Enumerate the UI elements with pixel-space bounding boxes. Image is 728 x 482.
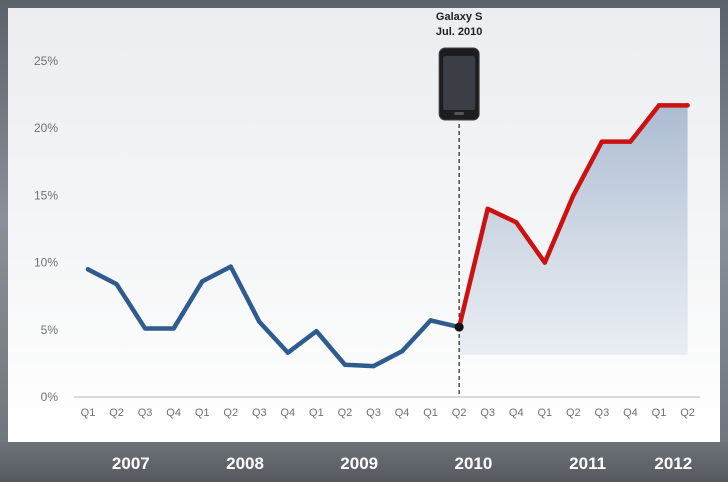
x-tick-label: Q4 — [166, 407, 181, 419]
data-point — [371, 363, 376, 369]
y-tick-label: 0% — [41, 390, 59, 404]
y-tick-label: 5% — [41, 323, 59, 337]
y-tick-label: 25% — [34, 54, 58, 68]
y-tick-label: 20% — [34, 121, 58, 135]
data-point — [628, 139, 633, 144]
data-point — [542, 260, 547, 265]
data-point — [485, 206, 490, 212]
year-bar — [0, 442, 728, 482]
x-tick-label: Q2 — [566, 407, 581, 419]
data-point — [314, 328, 319, 334]
data-point — [599, 139, 605, 144]
x-tick-label: Q2 — [223, 407, 238, 419]
x-tick-label: Q4 — [623, 407, 638, 419]
x-tick-label: Q2 — [109, 407, 124, 419]
x-tick-label: Q1 — [195, 407, 210, 419]
data-point — [656, 103, 662, 108]
x-tick-label: Q1 — [537, 407, 552, 419]
x-tick-label: Q3 — [252, 407, 267, 419]
phone-button — [454, 112, 465, 115]
series-line-before — [85, 264, 462, 369]
x-tick-label: Q1 — [81, 407, 96, 419]
x-tick-label: Q2 — [452, 407, 467, 419]
annotation-date: Jul. 2010 — [436, 26, 482, 38]
x-tick-label: Q4 — [281, 407, 296, 419]
data-point — [342, 362, 348, 367]
data-point — [200, 279, 205, 284]
year-label: 2011 — [569, 454, 606, 473]
year-label: 2008 — [226, 454, 264, 473]
year-label: 2009 — [340, 454, 378, 473]
year-label: 2012 — [654, 454, 692, 473]
x-tick-label: Q3 — [366, 407, 381, 419]
data-point — [428, 318, 433, 323]
data-point — [685, 103, 690, 108]
year-label: 2010 — [455, 454, 493, 473]
data-point — [228, 264, 233, 269]
x-tick-label: Q3 — [138, 407, 153, 419]
x-tick-label: Q3 — [595, 407, 610, 419]
annotation-label: Galaxy S — [436, 11, 482, 23]
x-tick-label: Q1 — [652, 407, 667, 419]
growth-area — [459, 105, 688, 356]
data-point — [114, 281, 119, 287]
data-point — [171, 326, 176, 331]
data-point — [257, 319, 262, 324]
year-label: 2007 — [112, 454, 150, 473]
x-tick-label: Q4 — [395, 407, 410, 419]
data-point — [285, 350, 291, 355]
x-tick-label: Q1 — [309, 407, 324, 419]
phone-icon — [438, 47, 480, 121]
data-point — [514, 220, 519, 225]
data-point — [571, 193, 576, 198]
data-point — [399, 349, 405, 354]
launch-point — [454, 322, 464, 332]
x-tick-label: Q4 — [509, 407, 524, 419]
data-point — [85, 267, 91, 272]
y-tick-label: 10% — [34, 256, 58, 270]
data-point — [142, 326, 148, 331]
y-tick-label: 15% — [34, 188, 58, 202]
x-tick-label: Q1 — [423, 407, 438, 419]
x-tick-label: Q2 — [338, 407, 353, 419]
x-tick-label: Q2 — [680, 407, 695, 419]
x-tick-label: Q3 — [480, 407, 495, 419]
phone-screen — [443, 56, 476, 110]
